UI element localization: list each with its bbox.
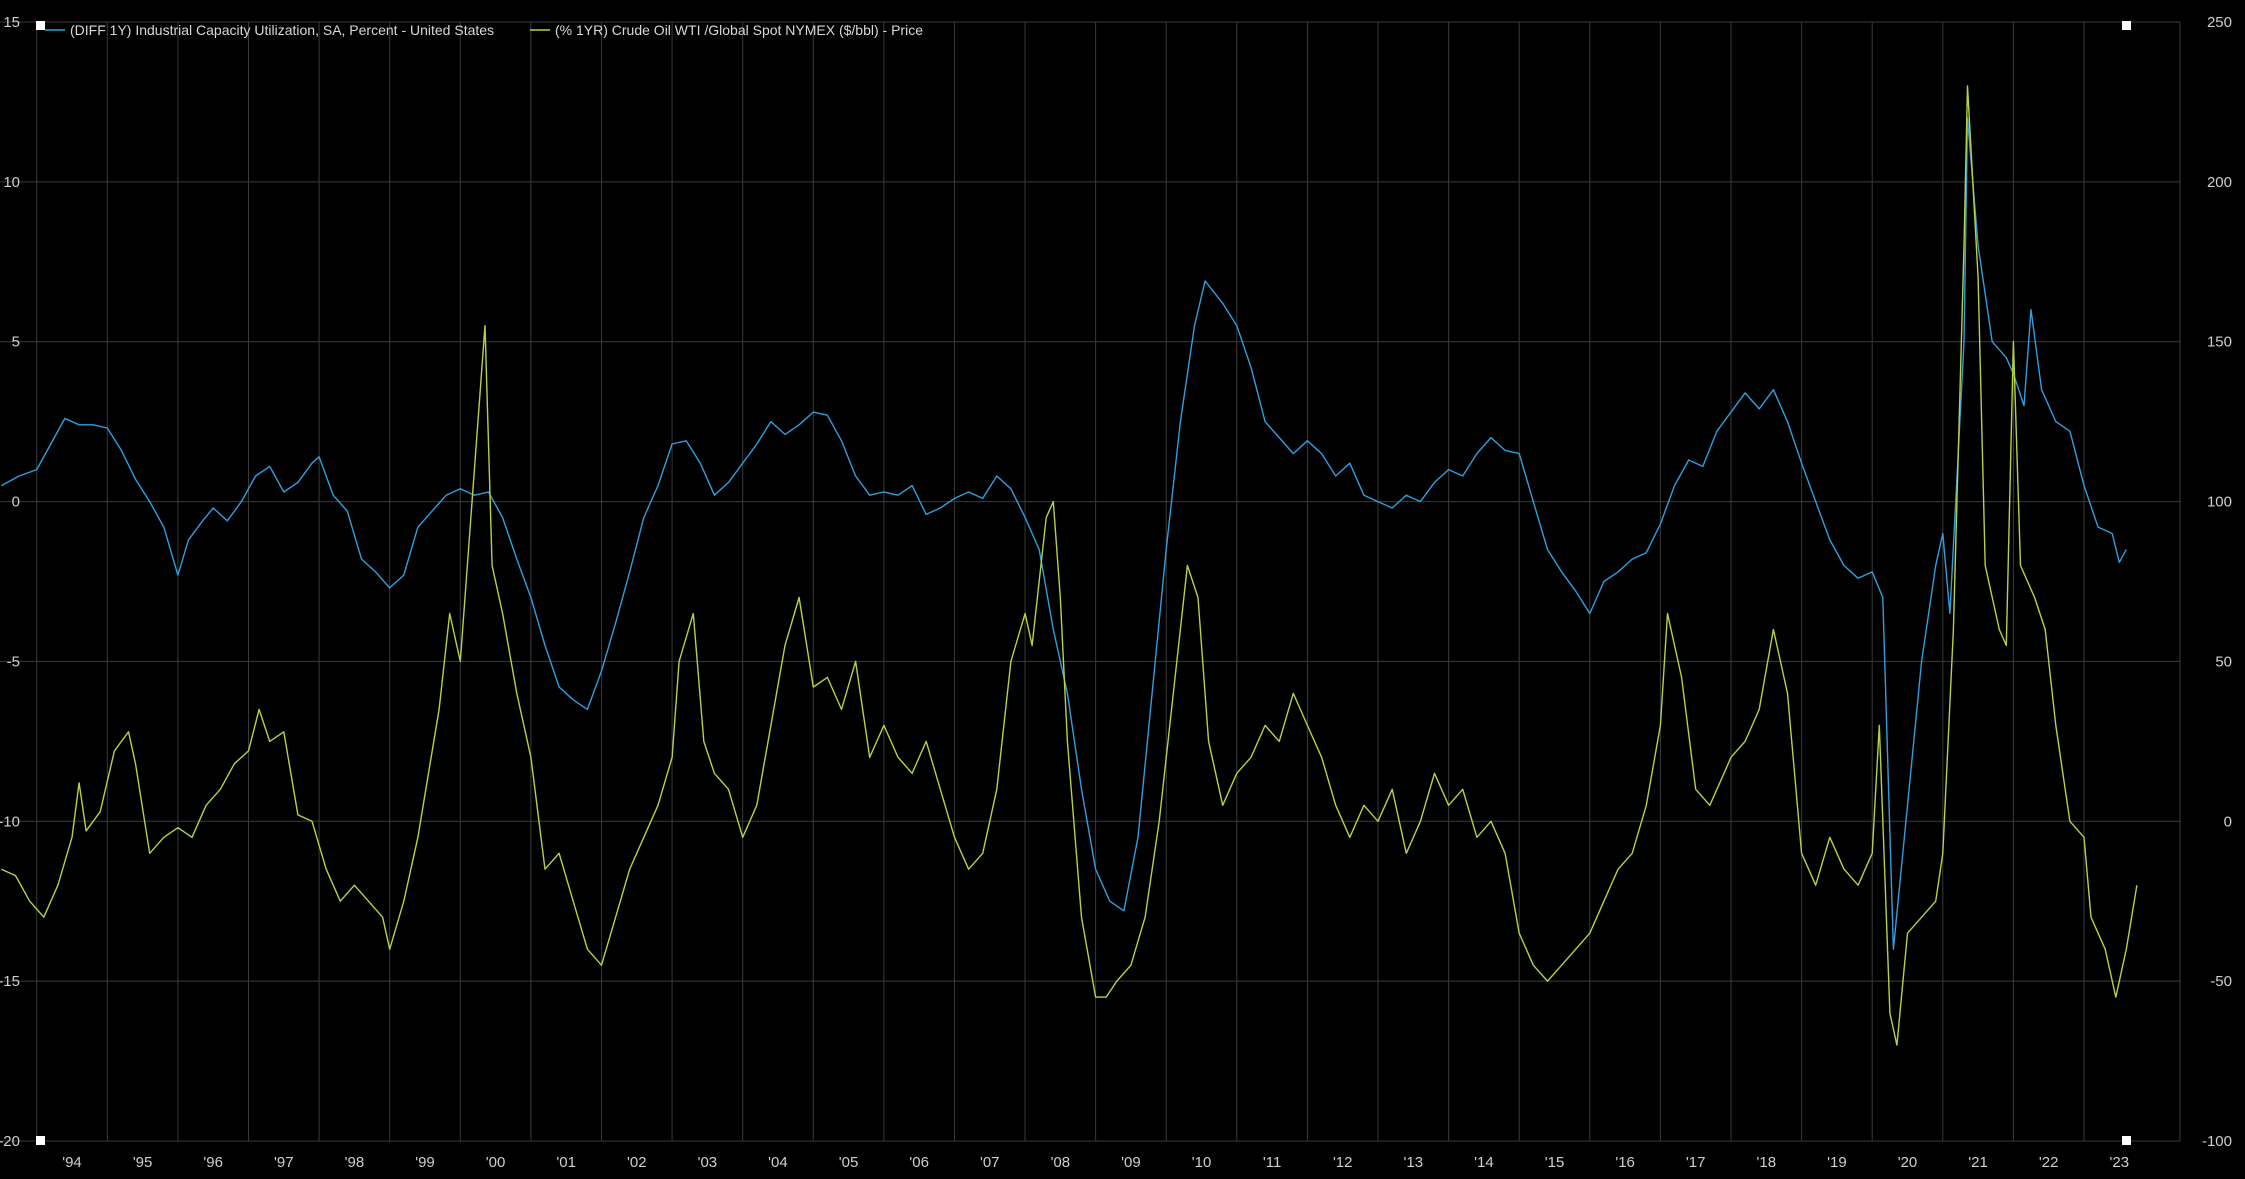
x-axis-tick-label: '94 [62, 1154, 82, 1171]
x-axis-tick-label: '02 [627, 1154, 647, 1171]
x-axis-tick-label: '14 [1474, 1154, 1494, 1171]
legend-label-series-2: (% 1YR) Crude Oil WTI /Global Spot NYMEX… [555, 22, 923, 38]
left-axis-tick-label: 15 [3, 14, 20, 31]
x-axis-tick-label: '12 [1333, 1154, 1353, 1171]
corner-marker-bottom-right [2122, 1136, 2131, 1145]
x-axis-tick-label: '95 [133, 1154, 153, 1171]
left-axis-tick-label: 0 [12, 494, 20, 511]
x-axis-tick-label: '08 [1051, 1154, 1071, 1171]
x-axis-tick-label: '21 [1968, 1154, 1988, 1171]
x-axis-tick-label: '17 [1686, 1154, 1706, 1171]
x-axis-tick-label: '07 [980, 1154, 1000, 1171]
right-axis-tick-label: 250 [2207, 14, 2232, 31]
right-axis-tick-label: 0 [2224, 813, 2232, 830]
left-axis-tick-label: -5 [7, 653, 20, 670]
x-axis-tick-label: '97 [274, 1154, 294, 1171]
left-axis-tick-label: -15 [0, 973, 20, 990]
right-axis-tick-label: -100 [2202, 1133, 2232, 1150]
x-axis-tick-label: '98 [345, 1154, 365, 1171]
x-axis-tick-label: '19 [1827, 1154, 1847, 1171]
x-axis-tick-label: '18 [1757, 1154, 1777, 1171]
x-axis-tick-label: '20 [1898, 1154, 1918, 1171]
right-axis-tick-label: 50 [2215, 653, 2232, 670]
x-axis-tick-label: '06 [909, 1154, 929, 1171]
x-axis-tick-label: '16 [1615, 1154, 1635, 1171]
series-lines [1, 85, 2138, 1046]
corner-marker-top-right [2122, 21, 2131, 30]
right-axis-tick-label: 200 [2207, 174, 2232, 191]
x-axis-tick-label: '10 [1192, 1154, 1212, 1171]
corner-marker-bottom-left [36, 1136, 45, 1145]
x-axis-tick-label: '05 [839, 1154, 859, 1171]
x-axis-tick-label: '01 [556, 1154, 576, 1171]
left-axis-tick-label: -20 [0, 1133, 20, 1150]
series-line-2 [1, 85, 2138, 1046]
x-axis-tick-label: '23 [2110, 1154, 2130, 1171]
grid-lines [0, 21, 2181, 1142]
right-axis-tick-label: -50 [2210, 973, 2232, 990]
left-axis-tick-label: 5 [12, 334, 20, 351]
x-axis-tick-label: '22 [2039, 1154, 2059, 1171]
x-axis-tick-label: '15 [1545, 1154, 1565, 1171]
x-axis-tick-label: '03 [698, 1154, 718, 1171]
legend: (DIFF 1Y) Industrial Capacity Utilizatio… [45, 22, 923, 38]
x-axis-tick-label: '13 [1404, 1154, 1424, 1171]
x-axis-tick-label: '00 [486, 1154, 506, 1171]
x-axis-tick-label: '11 [1263, 1154, 1281, 1171]
axis-ticks: -20-15-10-5051015-100-50050100150200250'… [0, 14, 2232, 1171]
x-axis-tick-label: '09 [1121, 1154, 1141, 1171]
legend-label-series-1: (DIFF 1Y) Industrial Capacity Utilizatio… [70, 22, 494, 38]
x-axis-tick-label: '96 [203, 1154, 223, 1171]
right-axis-tick-label: 150 [2207, 334, 2232, 351]
x-axis-tick-label: '04 [768, 1154, 788, 1171]
series-line-1 [1, 117, 2127, 950]
left-axis-tick-label: 10 [3, 174, 20, 191]
left-axis-tick-label: -10 [0, 813, 20, 830]
corner-marker-top-left [36, 21, 45, 30]
right-axis-tick-label: 100 [2207, 494, 2232, 511]
x-axis-tick-label: '99 [415, 1154, 435, 1171]
